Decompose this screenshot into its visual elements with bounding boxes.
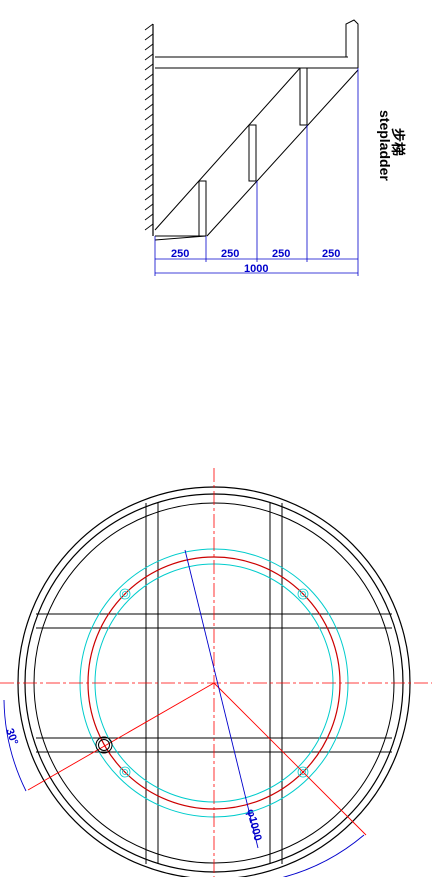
diameter-line [184,549,259,849]
dim-segment-3: 250 [272,248,290,260]
hole-marker [95,736,113,754]
diameter-label: φ1000 [244,808,263,842]
grid-beams [36,503,392,864]
center-lines [0,468,432,877]
angle-label: 30° [3,727,20,747]
bolt-holes [119,588,309,778]
dimension-extension-lines [154,68,359,276]
angle-arc-right [282,834,365,877]
top-platform [155,19,359,69]
ladder-rungs [198,67,308,237]
dim-total: 1000 [244,263,268,275]
title-en: stepladder [377,110,393,181]
dimension-lines [155,258,358,274]
wall-hatching [144,23,154,231]
dim-segment-1: 250 [171,248,189,260]
angle-arc-left [3,699,27,792]
ladder-stringers [154,67,359,241]
circular-plan: 30° φ1000 [0,468,432,877]
stepladder-elevation: 250 250 250 250 1000 步梯 stepladder [144,19,406,276]
dim-segment-2: 250 [221,248,239,260]
dim-segment-4: 250 [322,248,340,260]
angle-radial-lines [27,682,367,836]
title-cn: 步梯 [389,128,406,156]
